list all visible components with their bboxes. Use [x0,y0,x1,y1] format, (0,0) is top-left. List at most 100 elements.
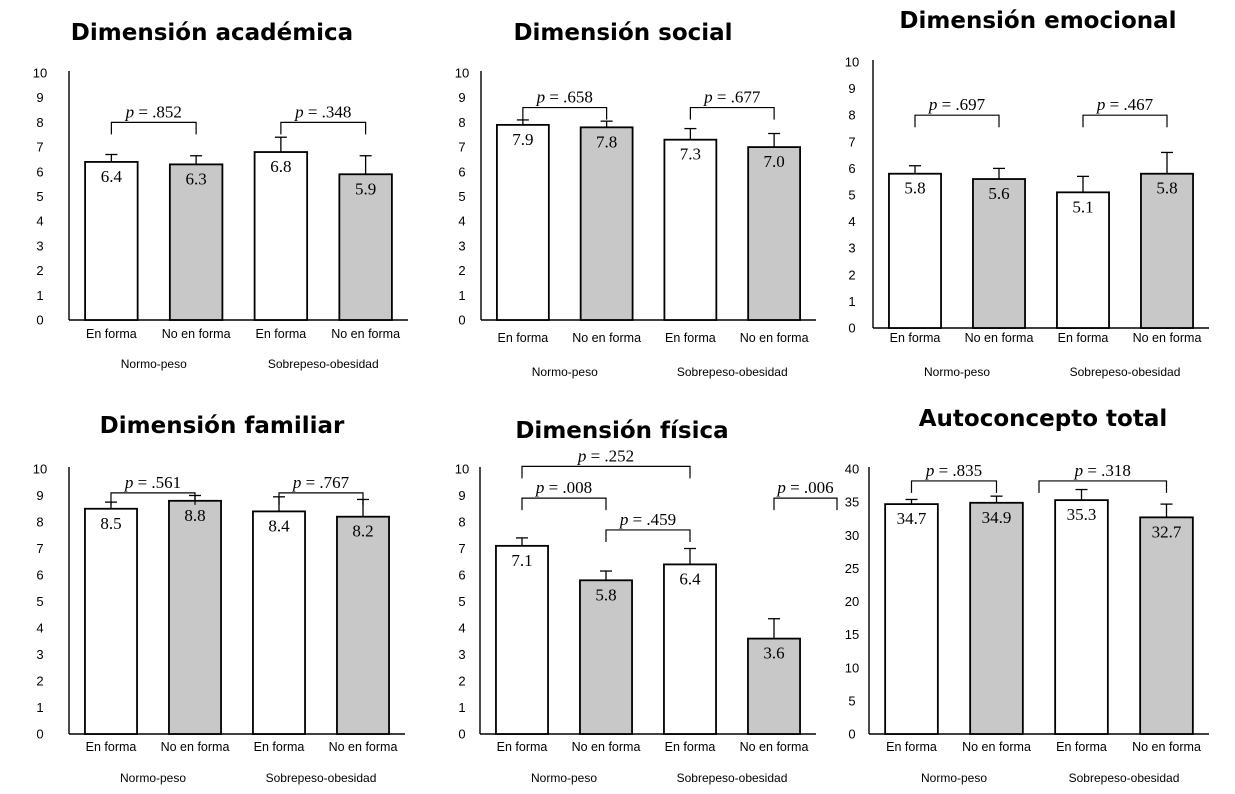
data-label: 6.3 [186,169,207,188]
p-value-label: p = .697 [928,95,986,114]
y-tick-label: 6 [36,568,43,583]
chart-title: Dimensión académica [71,20,353,46]
p-value-label: p = .658 [536,88,593,107]
comparison-bracket [521,465,691,479]
y-tick-label: 2 [458,674,465,689]
y-tick-label: 5 [36,594,43,609]
y-tick-label: 2 [458,263,465,278]
x-group-label: Normo-peso [531,771,597,785]
y-tick-label: 8 [848,108,855,123]
bar [253,151,309,321]
y-tick-label: 6 [458,568,465,583]
y-tick-label: 0 [36,313,43,328]
y-tick-label: 0 [458,313,465,328]
data-label: 7.3 [680,145,701,164]
x-category-label: No en forma [162,327,231,341]
y-tick-label: 5 [458,189,465,204]
y-tick-label: 1 [848,294,855,309]
y-tick-label: 9 [458,90,465,105]
y-tick-label: 9 [848,81,855,96]
p-value-label: p = .008 [535,478,592,497]
y-tick-label: 3 [848,241,855,256]
comparison-bracket [605,529,691,542]
y-tick-label: 4 [36,214,43,229]
data-label: 8.5 [100,514,121,533]
x-group-label: Normo-peso [120,771,186,785]
data-label: 8.4 [268,516,290,535]
y-tick-label: 2 [36,263,43,278]
y-tick-label: 5 [848,188,855,203]
y-tick-label: 35 [845,495,859,510]
y-tick-label: 10 [455,462,469,477]
chart-panel-3: Dimensión emocional 0 1 2 3 4 5 6 7 8 9 10 5.8 En for… [845,8,1209,379]
bar [84,507,138,735]
chart-title: Autoconcepto total [919,406,1167,432]
bar [1139,516,1194,735]
x-category-label: En forma [254,740,305,754]
comparison-bracket [689,106,775,120]
x-category-label: En forma [665,331,716,345]
comparison-bracket [522,106,608,120]
y-tick-label: 0 [36,727,43,742]
y-tick-label: 3 [36,647,43,662]
x-group-label: Sobrepeso-obesidad [677,771,788,785]
y-tick-label: 8 [458,115,465,130]
x-category-label: En forma [86,740,137,754]
y-tick-label: 30 [845,528,859,543]
bar [496,123,550,321]
comparison-bracket [521,497,607,511]
y-tick-label: 40 [845,462,859,477]
y-tick-label: 3 [458,238,465,253]
bar [338,173,393,321]
x-group-label: Sobrepeso-obesidad [1069,771,1180,785]
y-tick-label: 0 [848,727,855,742]
y-tick-label: 5 [36,189,43,204]
p-value-label: p = .561 [124,473,181,492]
x-category-label: En forma [497,740,548,754]
comparison-bracket [280,121,367,135]
p-value-label: p = .677 [703,88,761,107]
comparison-bracket [914,114,1000,128]
data-label: 5.8 [1156,179,1177,198]
y-tick-label: 8 [36,115,43,130]
comparison-bracket [1038,480,1168,493]
chart-title: Dimensión emocional [899,8,1176,34]
data-label: 34.7 [897,509,927,528]
y-tick-label: 10 [845,660,859,675]
y-tick-label: 1 [36,700,43,715]
x-category-label: En forma [886,740,937,754]
y-tick-label: 3 [458,647,465,662]
chart-panel-4: Dimensión familiar 0 1 2 3 4 5 6 7 8 9 10 8.5 En form… [33,413,405,785]
bar [1056,191,1110,329]
y-tick-label: 5 [458,594,465,609]
y-tick-label: 6 [848,161,855,176]
x-group-label: Sobrepeso-obesidad [268,357,379,371]
y-tick-label: 1 [458,700,465,715]
comparison-bracket [278,492,364,505]
data-label: 7.0 [764,152,785,171]
y-tick-label: 10 [33,66,47,81]
x-group-label: Normo-peso [921,771,987,785]
p-value-label: p = .006 [776,478,833,497]
y-tick-label: 7 [848,134,855,149]
data-label: 8.8 [184,506,205,525]
x-category-label: No en forma [740,740,809,754]
bar [495,544,549,735]
y-tick-label: 0 [458,727,465,742]
x-group-label: Sobrepeso-obesidad [266,771,377,785]
y-tick-label: 9 [36,488,43,503]
y-tick-label: 4 [36,621,43,636]
y-tick-label: 7 [36,541,43,556]
p-value-label: p = .767 [292,473,350,492]
y-tick-label: 6 [458,164,465,179]
bar [336,515,390,735]
y-tick-label: 7 [458,541,465,556]
x-category-label: En forma [1056,740,1107,754]
data-label: 3.6 [763,644,784,663]
p-value-label: p = .459 [619,510,676,529]
y-tick-label: 2 [848,267,855,282]
x-category-label: No en forma [965,331,1034,345]
x-category-label: No en forma [331,327,400,341]
y-tick-label: 1 [36,288,43,303]
p-value-label: p = .852 [125,102,182,121]
